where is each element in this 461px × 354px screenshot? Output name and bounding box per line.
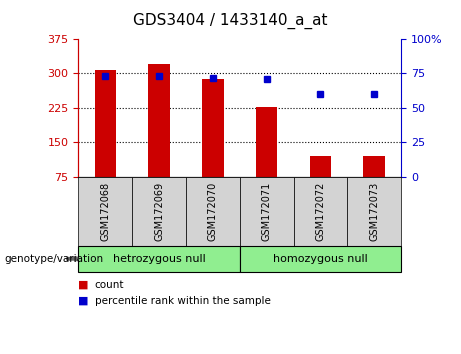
Text: ■: ■: [78, 280, 89, 290]
Bar: [148, 64, 170, 177]
Text: GSM172069: GSM172069: [154, 182, 164, 241]
Text: GSM172072: GSM172072: [315, 182, 325, 241]
Bar: [202, 79, 224, 177]
Text: GDS3404 / 1433140_a_at: GDS3404 / 1433140_a_at: [133, 12, 328, 29]
Text: percentile rank within the sample: percentile rank within the sample: [95, 296, 271, 306]
Text: homozygous null: homozygous null: [273, 254, 368, 264]
Text: GSM172071: GSM172071: [261, 182, 272, 241]
Text: GSM172073: GSM172073: [369, 182, 379, 241]
Bar: [363, 156, 385, 177]
Bar: [95, 70, 116, 177]
Text: count: count: [95, 280, 124, 290]
Text: GSM172070: GSM172070: [208, 182, 218, 241]
Text: genotype/variation: genotype/variation: [5, 254, 104, 264]
Bar: [310, 156, 331, 177]
Bar: [256, 107, 278, 177]
Text: ■: ■: [78, 296, 89, 306]
Text: GSM172068: GSM172068: [100, 182, 110, 241]
Text: hetrozygous null: hetrozygous null: [112, 254, 206, 264]
